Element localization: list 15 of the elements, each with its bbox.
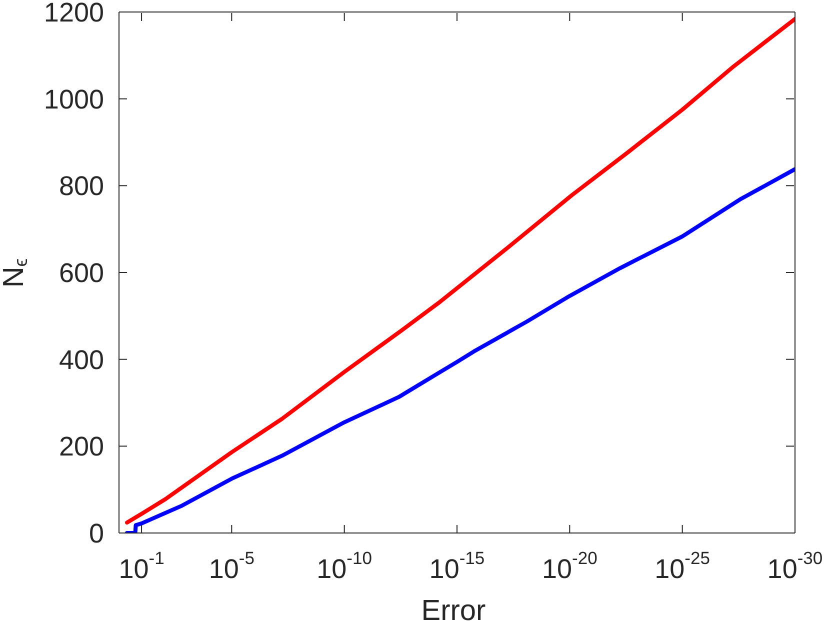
y-tick-label: 400 [58, 344, 104, 375]
x-tick-label: 10$^{-20}$ [542, 548, 598, 584]
y-tick-label: 1200 [44, 0, 104, 28]
y-tick-label: 0 [88, 518, 104, 548]
x-tick-label: 10$^{-1}$ [118, 548, 164, 584]
x-tick-label: 10$^{-15}$ [429, 548, 485, 584]
x-tick-label: 10$^{-25}$ [654, 548, 710, 584]
x-axis-title: Error [421, 595, 486, 621]
y-tick-label: 200 [58, 432, 104, 462]
y-tick-label: 800 [58, 171, 104, 202]
y-tick-label: 600 [58, 258, 104, 288]
x-tick-label: 10$^{-5}$ [208, 548, 255, 584]
x-tick-label: 10$^{-30}$ [767, 548, 823, 584]
y-tick-label: 1000 [44, 84, 104, 114]
x-tick-label: 10$^{-10}$ [316, 548, 372, 584]
